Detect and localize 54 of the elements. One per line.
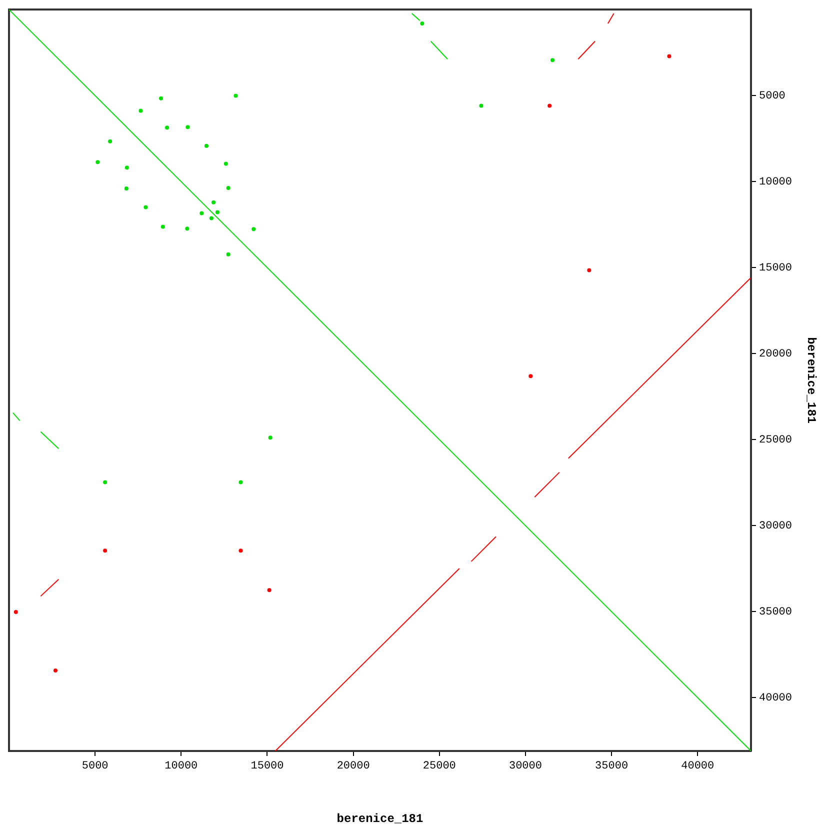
x-tick-label: 20000 bbox=[336, 760, 370, 773]
point bbox=[108, 139, 112, 144]
point bbox=[200, 211, 204, 216]
point bbox=[144, 205, 148, 210]
point bbox=[96, 160, 100, 164]
x-tick-label: 40000 bbox=[681, 760, 714, 773]
x-tick-label: 30000 bbox=[508, 760, 542, 773]
x-tick-label: 5000 bbox=[82, 760, 108, 773]
point bbox=[528, 374, 533, 378]
point bbox=[252, 227, 256, 232]
point bbox=[124, 166, 129, 170]
point bbox=[667, 54, 672, 58]
y-tick-label: 15000 bbox=[759, 262, 792, 275]
x-tick-label: 10000 bbox=[164, 760, 198, 773]
point bbox=[238, 480, 243, 484]
point bbox=[204, 144, 208, 148]
point bbox=[186, 125, 190, 130]
point bbox=[226, 252, 230, 256]
y-tick-label: 30000 bbox=[759, 520, 792, 533]
point bbox=[224, 162, 228, 166]
point bbox=[138, 108, 143, 113]
point bbox=[226, 186, 230, 190]
point bbox=[159, 96, 164, 100]
point bbox=[103, 548, 108, 553]
x-tick-label: 15000 bbox=[250, 760, 284, 773]
point bbox=[587, 268, 592, 272]
point bbox=[209, 216, 214, 220]
point bbox=[420, 22, 424, 26]
point bbox=[160, 224, 165, 229]
y-tick-label: 20000 bbox=[759, 348, 792, 361]
point bbox=[215, 210, 220, 214]
point bbox=[479, 104, 484, 108]
point bbox=[267, 588, 272, 592]
y-axis-title: berenice_181 bbox=[804, 337, 818, 424]
point bbox=[165, 126, 170, 130]
y-tick-label: 40000 bbox=[759, 692, 792, 705]
x-tick-label: 35000 bbox=[595, 760, 628, 773]
y-tick-label: 10000 bbox=[759, 176, 792, 189]
point bbox=[124, 186, 128, 190]
point bbox=[268, 436, 272, 440]
x-axis-title: berenice_181 bbox=[336, 812, 424, 826]
point bbox=[185, 226, 190, 231]
y-tick-label: 35000 bbox=[759, 606, 792, 619]
point bbox=[103, 480, 108, 484]
x-tick-label: 25000 bbox=[422, 760, 456, 773]
point bbox=[234, 94, 238, 98]
point bbox=[14, 610, 18, 614]
y-tick-label: 5000 bbox=[759, 90, 786, 103]
point bbox=[550, 58, 554, 62]
point bbox=[238, 548, 243, 553]
point bbox=[212, 200, 216, 204]
point bbox=[53, 668, 58, 672]
point bbox=[548, 104, 552, 108]
y-tick-label: 25000 bbox=[759, 434, 792, 447]
